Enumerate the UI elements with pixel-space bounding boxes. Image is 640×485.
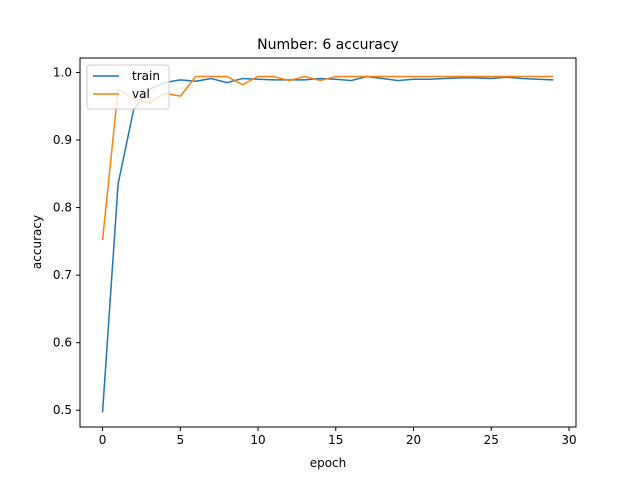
legend-label-val: val (132, 87, 150, 101)
y-tick-label: 0.9 (53, 133, 72, 147)
x-tick-label: 30 (561, 433, 576, 447)
y-axis-label: accuracy (30, 215, 44, 269)
plot-frame (79, 57, 577, 428)
x-tick-label: 20 (406, 433, 421, 447)
chart-title: Number: 6 accuracy (257, 37, 399, 53)
x-tick-label: 5 (176, 433, 184, 447)
y-axis: 0.5 0.6 0.7 0.8 0.9 1.0 (53, 65, 80, 417)
x-tick-label: 10 (250, 433, 265, 447)
y-tick-label: 0.6 (53, 336, 72, 350)
x-tick-label: 0 (99, 433, 107, 447)
legend-label-train: train (132, 69, 160, 83)
x-axis-label: epoch (310, 456, 347, 470)
x-tick-label: 25 (484, 433, 499, 447)
x-tick-label: 15 (328, 433, 343, 447)
y-tick-label: 0.7 (53, 268, 72, 282)
x-axis: 0 5 10 15 20 25 30 (99, 427, 577, 447)
series-line-val (101, 75, 554, 241)
y-tick-label: 1.0 (53, 65, 72, 79)
y-tick-label: 0.8 (53, 201, 72, 215)
y-tick-label: 0.5 (53, 403, 72, 417)
plot-lines (101, 75, 554, 413)
legend: train val (86, 64, 170, 110)
